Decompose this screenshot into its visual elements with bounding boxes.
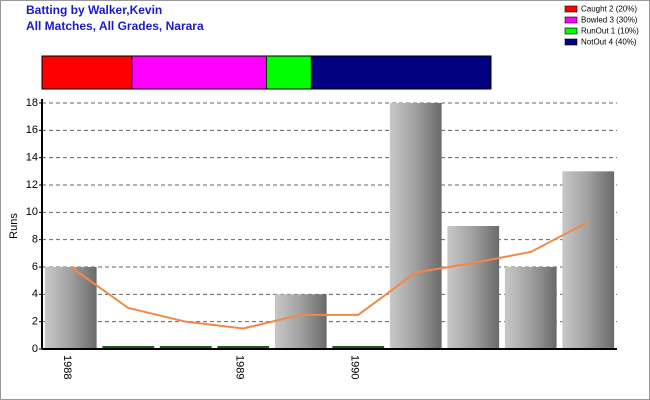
outcome-segment (131, 55, 267, 90)
legend-swatch (564, 5, 578, 13)
y-tick-label: 8 (32, 234, 38, 246)
y-tick-label: 16 (26, 124, 38, 136)
x-tick-label: 1989 (233, 355, 245, 379)
bar (217, 346, 270, 349)
y-tick-label: 6 (32, 261, 38, 273)
bar (504, 267, 557, 349)
y-tick-label: 10 (26, 206, 38, 218)
bar (159, 346, 212, 349)
bar (447, 226, 500, 349)
trend-line (70, 221, 589, 330)
legend-label: RunOut 1 (10%) (581, 27, 639, 36)
y-axis-label: Runs (8, 213, 20, 239)
y-tick-label: 4 (32, 288, 38, 300)
outcome-segment (310, 55, 492, 90)
chart-subtitle: All Matches, All Grades, Narara (26, 19, 204, 33)
y-tick-label: 2 (32, 316, 38, 328)
outcome-segment (266, 55, 312, 90)
y-tick-label: 18 (26, 97, 38, 109)
legend-swatch (564, 38, 578, 46)
bar (332, 346, 385, 349)
legend-label: Caught 2 (20%) (581, 5, 637, 14)
legend-swatch (564, 27, 578, 35)
legend-label: NotOut 4 (40%) (581, 38, 637, 47)
y-tick-label: 14 (26, 152, 38, 164)
bar (389, 103, 442, 349)
outcome-segment (41, 55, 133, 90)
x-tick-label: 1988 (61, 355, 73, 379)
y-tick-label: 0 (32, 343, 38, 355)
bar (44, 267, 97, 349)
bar (274, 294, 327, 349)
y-tick-label: 12 (26, 179, 38, 191)
legend-swatch (564, 16, 578, 24)
x-tick-label: 1990 (348, 355, 360, 379)
bar (102, 346, 155, 349)
legend-label: Bowled 3 (30%) (581, 16, 638, 25)
bar (562, 171, 615, 349)
chart-title: Batting by Walker,Kevin (26, 3, 162, 17)
